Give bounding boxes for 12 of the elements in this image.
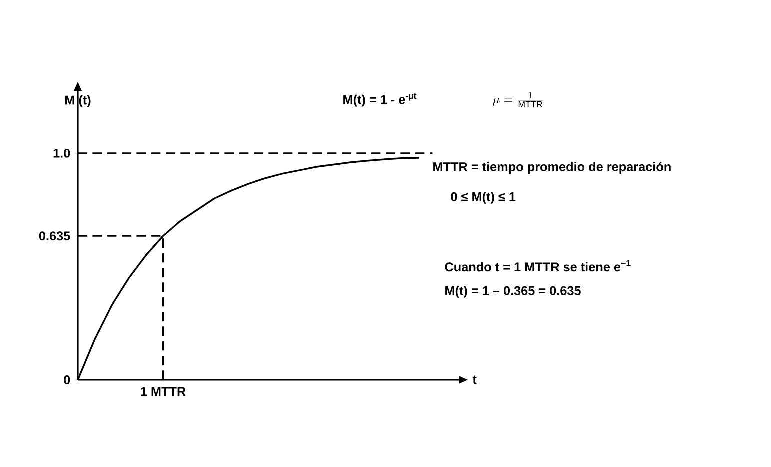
text: MTTR = tiempo promedio de reparación bbox=[434, 162, 671, 174]
x-axis-title: t bbox=[472, 376, 477, 384]
x-tick-label: 1 MTTR bbox=[141, 387, 186, 396]
y-tick-label: 1.0 bbox=[54, 148, 70, 158]
annotation: M(t) = 1 - e$^{-µt}$ bbox=[344, 93, 417, 107]
y-tick-label: 0.635 bbox=[39, 232, 70, 241]
y-axis-title: M (t) bbox=[66, 95, 91, 108]
text: 0 ≤ M(t) ≤ 1 bbox=[451, 192, 516, 204]
y-tick-label: 0 bbox=[64, 376, 70, 384]
text: Cuando t = 1 MTTR se tiene e$^{−1}$ bbox=[445, 260, 631, 272]
text: $\mu = \frac{1}{\mathrm{MTTR}}$ bbox=[493, 92, 543, 108]
text: M(t) = 1 – 0.365 = 0.635 bbox=[446, 286, 581, 298]
